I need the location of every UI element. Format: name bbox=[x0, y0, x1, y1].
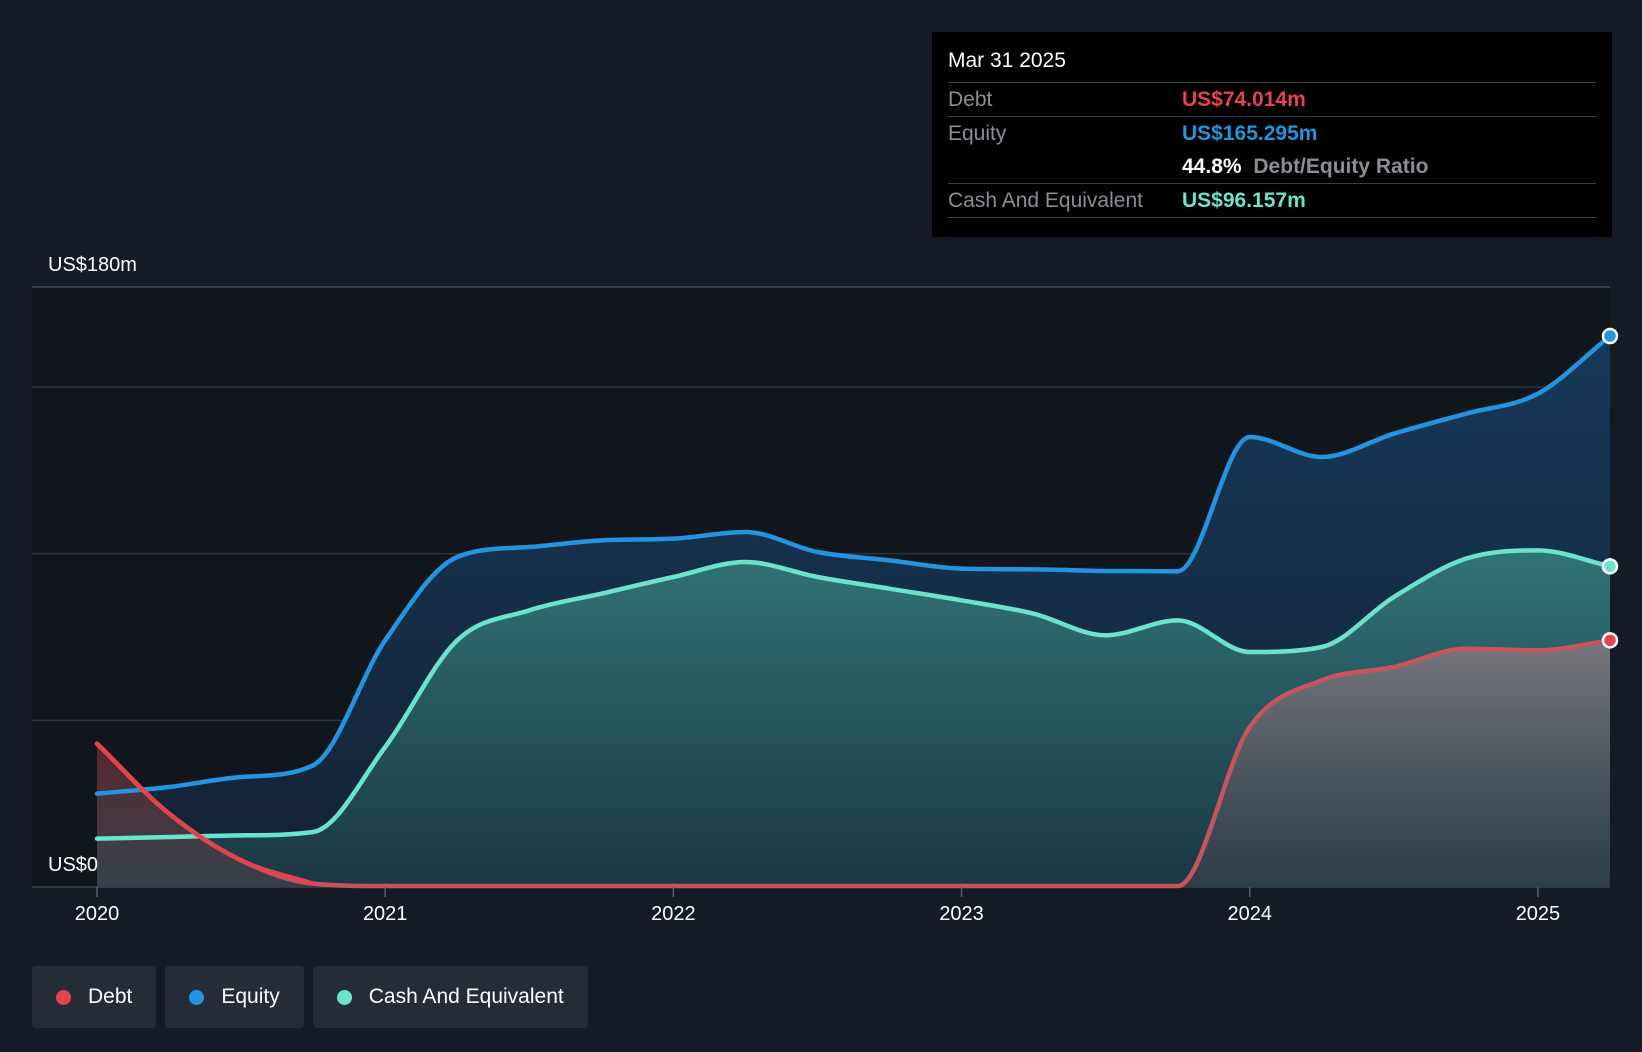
series-areas bbox=[97, 336, 1610, 887]
series-end-markers bbox=[1601, 327, 1619, 649]
tooltip-cash-value: US$96.157m bbox=[1182, 189, 1306, 212]
debt-early-area bbox=[97, 743, 314, 887]
equity-line bbox=[94, 333, 1613, 796]
x-axis: 2020 2021 2022 2023 2024 2025 bbox=[75, 887, 1560, 925]
y-axis-top-label: US$180m bbox=[48, 254, 137, 276]
legend-label-cash: Cash And Equivalent bbox=[368, 985, 564, 1008]
x-tick-label: 2022 bbox=[651, 903, 696, 925]
tooltip-equity-label: Equity bbox=[948, 122, 1007, 145]
tooltip-cash-label: Cash And Equivalent bbox=[948, 189, 1143, 212]
x-tick-label: 2025 bbox=[1516, 903, 1561, 925]
tooltip-debt-row: Debt US$74.014m bbox=[948, 83, 1596, 117]
cash-end-marker[interactable] bbox=[1601, 558, 1619, 575]
tooltip-equity-value: US$165.295m bbox=[1182, 122, 1318, 145]
debt-early-line bbox=[94, 741, 316, 886]
tooltip-ratio-row: 44.8% Debt/Equity Ratio bbox=[948, 150, 1596, 184]
legend-dot-equity-icon bbox=[189, 989, 205, 1005]
legend-item-cash[interactable]: Cash And Equivalent bbox=[312, 966, 588, 1028]
debt-end-marker[interactable] bbox=[1601, 632, 1619, 649]
tooltip-ratio-label: Debt/Equity Ratio bbox=[1253, 155, 1429, 178]
series-lines bbox=[94, 333, 1613, 889]
legend-label-debt: Debt bbox=[88, 985, 133, 1008]
y-axis-bottom-label: US$0 bbox=[48, 854, 98, 876]
legend-label-equity: Equity bbox=[221, 985, 280, 1008]
debt-area bbox=[97, 640, 1610, 887]
legend-dot-cash-icon bbox=[336, 989, 352, 1005]
cash-line bbox=[94, 548, 1613, 841]
tooltip-panel: Mar 31 2025 Debt US$74.014m Equity US$16… bbox=[932, 32, 1612, 237]
legend-item-debt[interactable]: Debt bbox=[32, 966, 157, 1028]
tooltip-date: Mar 31 2025 bbox=[948, 46, 1596, 83]
legend-item-equity[interactable]: Equity bbox=[165, 966, 304, 1028]
x-tick-label: 2023 bbox=[939, 903, 984, 925]
x-tick-label: 2020 bbox=[75, 903, 120, 925]
tooltip-equity-row: Equity US$165.295m bbox=[948, 117, 1596, 150]
legend-dot-debt-icon bbox=[56, 989, 71, 1005]
tooltip-debt-value: US$74.014m bbox=[1182, 88, 1306, 111]
tooltip-cash-row: Cash And Equivalent US$96.157m bbox=[948, 184, 1596, 218]
tooltip-ratio-value: 44.8% bbox=[1182, 155, 1242, 178]
legend: Debt Equity Cash And Equivalent bbox=[32, 966, 588, 1028]
x-tick-label: 2021 bbox=[363, 903, 408, 925]
debt-line bbox=[94, 638, 1613, 889]
equity-end-marker[interactable] bbox=[1601, 327, 1619, 345]
tooltip-debt-label: Debt bbox=[948, 88, 993, 111]
x-tick-label: 2024 bbox=[1228, 903, 1273, 925]
